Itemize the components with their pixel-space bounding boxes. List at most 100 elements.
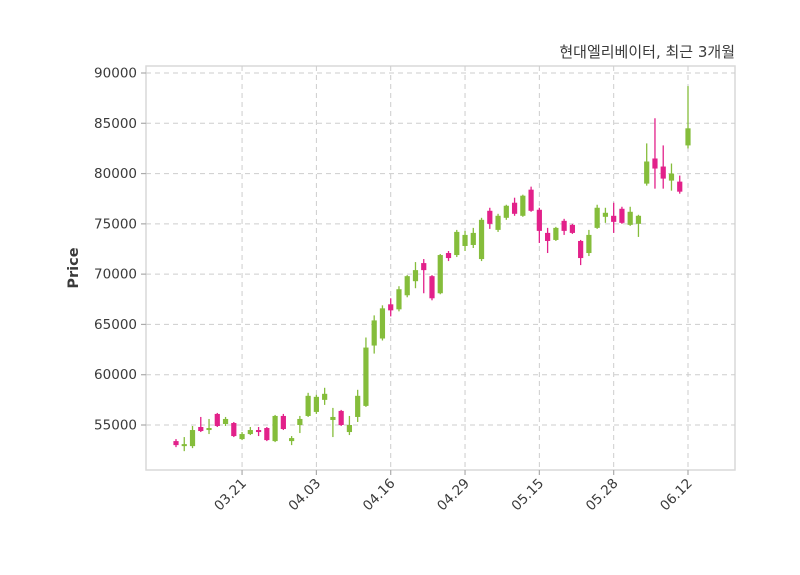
grid-layer: [145, 65, 736, 471]
candle-layer: [173, 86, 691, 452]
candle-body: [346, 425, 353, 433]
x-tick-label: 05.28: [583, 476, 622, 515]
candle-body: [222, 418, 229, 424]
candle-body: [569, 224, 575, 233]
candle-03.25: [255, 427, 262, 437]
candle-05.21: [569, 223, 575, 234]
candle-body: [561, 220, 567, 231]
chart-title: 현대엘리베이터, 최근 3개월: [559, 43, 735, 61]
candle-03.28: [280, 413, 286, 431]
candle-05.23: [586, 229, 592, 257]
candle-04.15: [379, 305, 386, 341]
candle-05.07: [487, 207, 493, 229]
candle-body: [255, 430, 262, 433]
candle-05.27: [602, 207, 609, 223]
y-tick-label: 60000: [94, 367, 137, 383]
candle-04.30: [470, 227, 476, 248]
candle-04.09: [346, 415, 353, 436]
candle-body: [396, 289, 402, 310]
y-axis-label: Price: [66, 247, 82, 288]
candle-body: [280, 415, 286, 430]
candle-03.13: [189, 426, 196, 449]
x-tick-label: 04.29: [434, 476, 473, 515]
candle-body: [503, 205, 509, 218]
candle-05.30: [627, 206, 633, 226]
candle-body: [305, 395, 311, 416]
candle-05.14: [528, 186, 534, 212]
candle-06.12: [685, 86, 691, 149]
candle-06.05: [652, 118, 658, 189]
candle-body: [181, 444, 187, 447]
candle-body: [363, 347, 369, 406]
candle-04.01: [297, 415, 303, 434]
candle-05.19: [553, 226, 559, 241]
candle-05.15: [536, 207, 542, 243]
y-tick-label: 65000: [94, 317, 137, 333]
candle-03.20: [231, 421, 237, 438]
candle-body: [379, 308, 386, 339]
candle-body: [594, 207, 600, 228]
candle-04.17: [396, 286, 402, 312]
candle-body: [478, 219, 485, 260]
candle-04.18: [404, 275, 410, 298]
candle-04.21: [412, 262, 419, 289]
candle-body: [214, 413, 220, 427]
candle-03.26: [264, 427, 270, 442]
candle-05.13: [520, 194, 526, 217]
candle-body: [289, 438, 295, 442]
candle-05.20: [561, 218, 567, 235]
candle-04.24: [437, 254, 443, 295]
candle-body: [536, 209, 542, 231]
candle-body: [520, 195, 526, 216]
candle-06.10: [668, 163, 675, 191]
candle-04.14: [371, 315, 377, 354]
candle-body: [611, 215, 617, 222]
candle-04.10: [355, 389, 361, 422]
candle-body: [586, 234, 592, 254]
candle-05.16: [545, 227, 551, 254]
candle-04.02: [305, 392, 311, 417]
x-tick-label: 04.16: [360, 476, 399, 515]
x-tick-label: 04.03: [286, 476, 325, 515]
candle-05.12: [511, 197, 518, 216]
candle-body: [231, 422, 237, 437]
candle-body: [173, 441, 179, 446]
candle-03.11: [173, 439, 179, 448]
candle-body: [470, 232, 476, 245]
candle-body: [206, 428, 212, 431]
candle-04.08: [338, 409, 344, 427]
candle-body: [668, 173, 675, 181]
candle-body: [338, 410, 344, 425]
candle-03.27: [272, 414, 278, 443]
candle-body: [429, 276, 435, 299]
candle-body: [371, 320, 377, 346]
candle-body: [322, 393, 328, 400]
candle-body: [239, 434, 245, 440]
candle-05.29: [619, 206, 625, 224]
candle-05.09: [503, 204, 509, 220]
candle-body: [404, 276, 410, 296]
candle-05.02: [478, 217, 485, 262]
candle-body: [388, 304, 394, 311]
candle-body: [462, 234, 468, 246]
candle-03.18: [214, 412, 220, 428]
y-tick-label: 70000: [94, 267, 137, 283]
x-tick-label: 05.15: [509, 476, 548, 515]
candle-03.21: [239, 432, 245, 441]
candle-body: [355, 395, 361, 417]
candle-04.03: [313, 394, 319, 414]
candle-body: [528, 189, 534, 211]
candle-03.24: [247, 427, 253, 436]
candle-body: [578, 240, 584, 259]
candle-body: [330, 416, 336, 420]
candle-body: [264, 428, 270, 441]
candle-04.16: [388, 298, 394, 317]
x-tick-label: 06.12: [657, 476, 696, 515]
candle-05.08: [495, 213, 501, 232]
candle-body: [553, 227, 559, 240]
candle-04.22: [421, 259, 427, 294]
candle-body: [421, 263, 427, 271]
candle-body: [511, 202, 518, 214]
candle-body: [297, 418, 303, 425]
